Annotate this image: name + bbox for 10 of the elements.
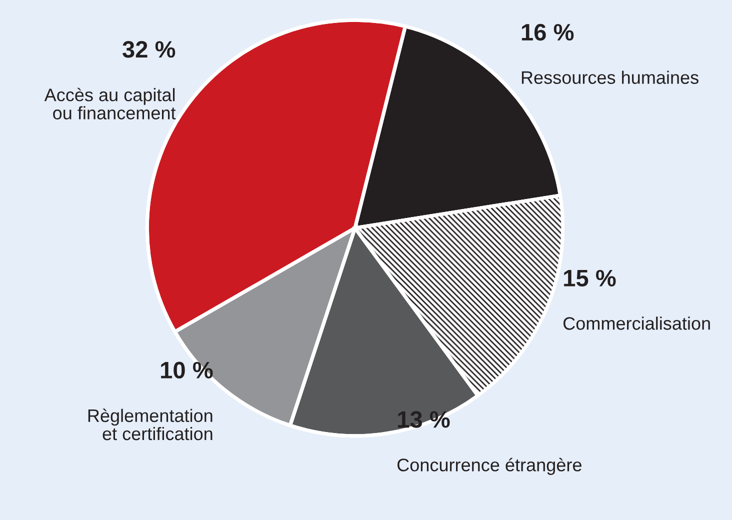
slice-label: Accès au capital ou financement bbox=[44, 88, 176, 120]
data-label: 10 % bbox=[161, 362, 213, 379]
data-label: 32 % bbox=[122, 41, 176, 58]
slice-label: Commercialisation bbox=[563, 316, 710, 330]
slice-label: Ressources humaines bbox=[522, 70, 698, 84]
slice-label: Règlementation et certification bbox=[88, 408, 212, 440]
data-label: 15 % bbox=[564, 270, 616, 287]
slice-label: Concurrence étrangère bbox=[397, 458, 582, 475]
data-label: 16 % bbox=[522, 24, 574, 41]
data-label: 13 % bbox=[398, 411, 450, 428]
